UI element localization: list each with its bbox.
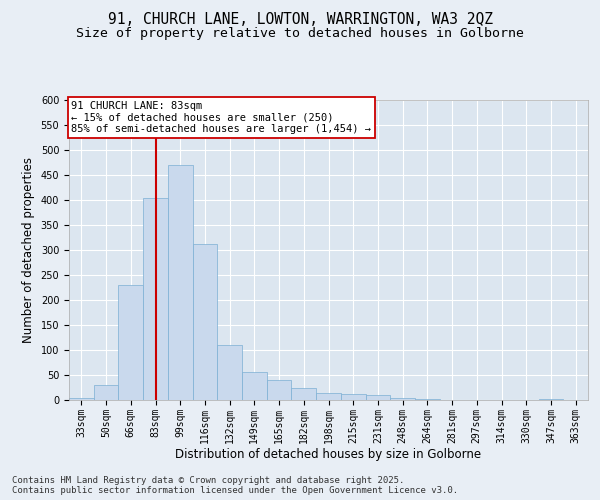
- Text: 91 CHURCH LANE: 83sqm
← 15% of detached houses are smaller (250)
85% of semi-det: 91 CHURCH LANE: 83sqm ← 15% of detached …: [71, 101, 371, 134]
- Bar: [242, 372, 267, 400]
- Bar: [539, 398, 563, 400]
- Text: 91, CHURCH LANE, LOWTON, WARRINGTON, WA3 2QZ: 91, CHURCH LANE, LOWTON, WARRINGTON, WA3…: [107, 12, 493, 28]
- X-axis label: Distribution of detached houses by size in Golborne: Distribution of detached houses by size …: [175, 448, 482, 462]
- Bar: [415, 399, 440, 400]
- Bar: [168, 165, 193, 400]
- Bar: [118, 285, 143, 400]
- Bar: [69, 398, 94, 400]
- Bar: [267, 380, 292, 400]
- Bar: [193, 244, 217, 400]
- Text: Contains HM Land Registry data © Crown copyright and database right 2025.
Contai: Contains HM Land Registry data © Crown c…: [12, 476, 458, 495]
- Bar: [316, 393, 341, 400]
- Bar: [94, 385, 118, 400]
- Bar: [143, 198, 168, 400]
- Bar: [217, 344, 242, 400]
- Text: Size of property relative to detached houses in Golborne: Size of property relative to detached ho…: [76, 28, 524, 40]
- Bar: [292, 388, 316, 400]
- Bar: [365, 394, 390, 400]
- Bar: [390, 398, 415, 400]
- Bar: [341, 394, 365, 400]
- Y-axis label: Number of detached properties: Number of detached properties: [22, 157, 35, 343]
